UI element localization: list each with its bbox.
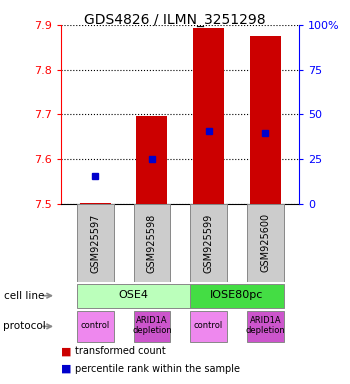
Bar [250, 36, 281, 204]
Bar [190, 283, 284, 308]
Text: GSM925597: GSM925597 [90, 213, 100, 273]
Bar [247, 311, 284, 342]
Bar [77, 204, 114, 282]
Bar [193, 28, 224, 204]
Text: protocol: protocol [4, 321, 46, 331]
Text: transformed count: transformed count [75, 346, 166, 356]
Text: control: control [194, 321, 223, 330]
Bar [133, 311, 170, 342]
Text: ■: ■ [61, 364, 72, 374]
Text: percentile rank within the sample: percentile rank within the sample [75, 364, 240, 374]
Text: GSM925598: GSM925598 [147, 213, 157, 273]
Text: GDS4826 / ILMN_3251298: GDS4826 / ILMN_3251298 [84, 13, 266, 27]
Text: IOSE80pc: IOSE80pc [210, 290, 264, 300]
Text: OSE4: OSE4 [119, 290, 148, 300]
Bar [190, 311, 227, 342]
Bar [247, 204, 284, 282]
Bar [77, 283, 190, 308]
Bar [133, 204, 170, 282]
Bar [136, 116, 168, 204]
Bar [80, 203, 111, 204]
Text: ARID1A
depletion: ARID1A depletion [132, 316, 172, 335]
Bar [77, 311, 114, 342]
Text: ARID1A
depletion: ARID1A depletion [245, 316, 285, 335]
Text: control: control [80, 321, 110, 330]
Bar [190, 204, 227, 282]
Text: cell line: cell line [4, 291, 44, 301]
Text: GSM925600: GSM925600 [260, 214, 270, 272]
Text: GSM925599: GSM925599 [204, 213, 214, 273]
Text: ■: ■ [61, 346, 72, 356]
